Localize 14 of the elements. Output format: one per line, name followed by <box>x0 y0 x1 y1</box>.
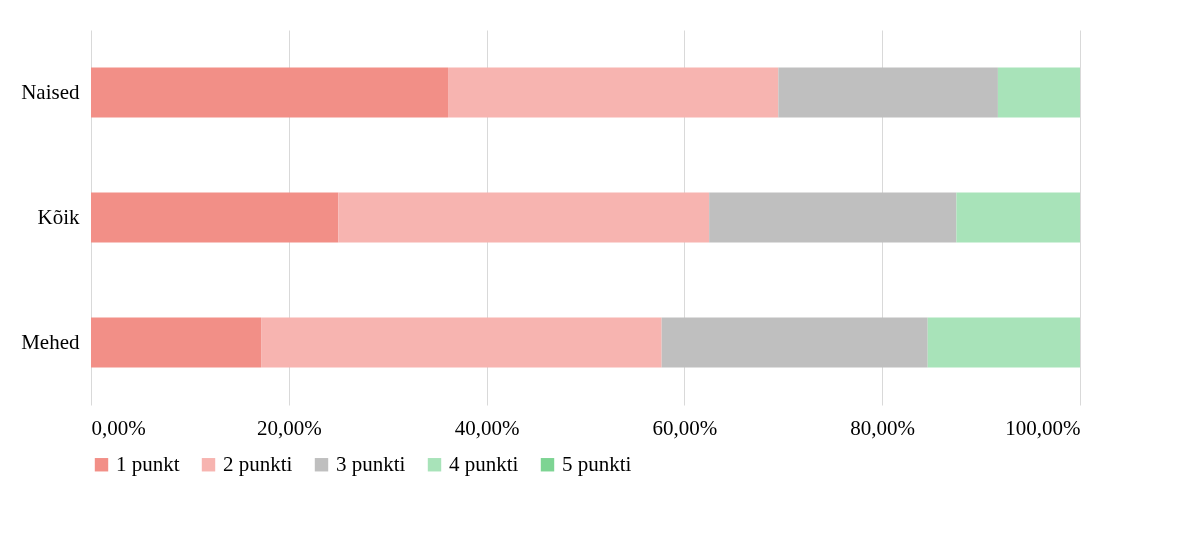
legend-label: 3 punkti <box>336 451 406 476</box>
x-tick-label: 40,00% <box>454 415 520 440</box>
x-tick-label: 20,00% <box>256 415 322 440</box>
y-tick-label: Naised <box>21 79 80 104</box>
x-tick-label: 100,00% <box>1005 415 1081 440</box>
y-tick-label: Mehed <box>21 329 80 354</box>
y-tick-label: Kõik <box>37 204 80 229</box>
x-tick-label: 80,00% <box>850 415 916 440</box>
x-tick-label: 60,00% <box>652 415 718 440</box>
x-tick-label: 0,00% <box>91 415 146 440</box>
legend-label: 5 punkti <box>562 451 632 476</box>
legend-label: 4 punkti <box>449 451 519 476</box>
legend-label: 2 punkti <box>223 451 293 476</box>
legend-label: 1 punkt <box>116 451 180 476</box>
